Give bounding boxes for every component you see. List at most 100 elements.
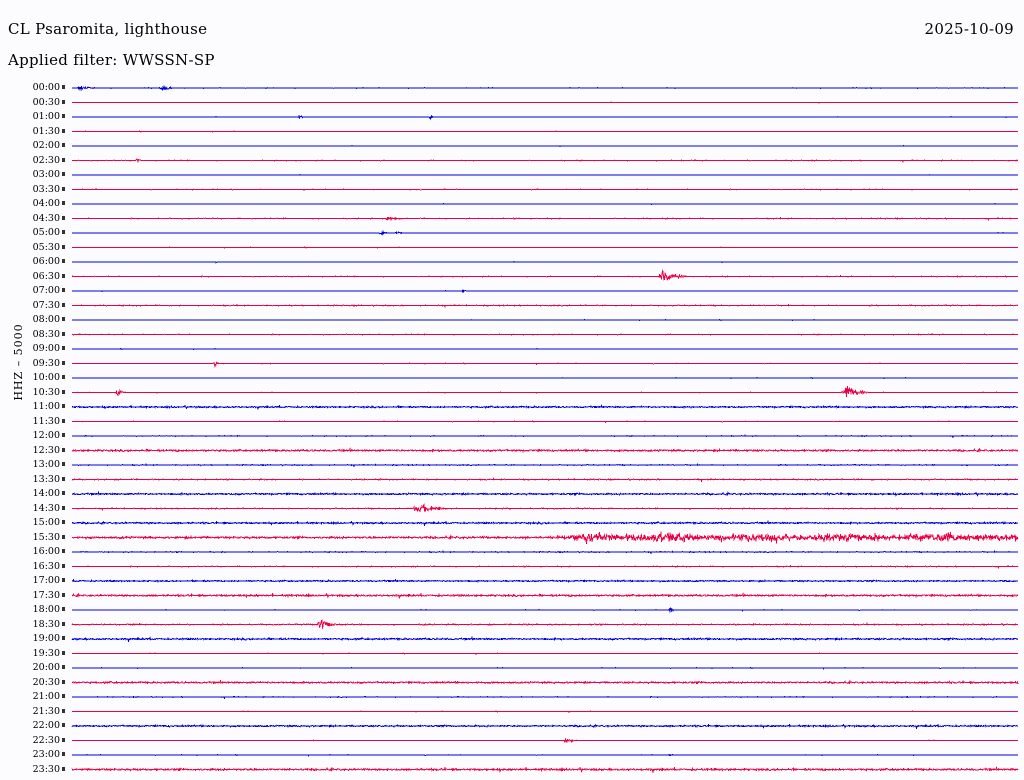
time-row-label: 12:30 bbox=[32, 444, 60, 456]
row-tick-mark bbox=[62, 708, 65, 713]
row-tick-mark bbox=[62, 157, 65, 162]
trace-line bbox=[71, 289, 1019, 294]
time-row-label: 22:30 bbox=[32, 734, 60, 746]
trace-line bbox=[71, 695, 1019, 700]
trace-line bbox=[71, 679, 1019, 685]
row-tick-mark bbox=[62, 578, 65, 582]
time-row-label: 07:30 bbox=[32, 299, 60, 311]
row-tick-mark bbox=[62, 491, 65, 495]
trace-line bbox=[71, 578, 1019, 583]
time-row-label: 06:30 bbox=[32, 270, 60, 282]
time-row-label: 23:30 bbox=[32, 763, 60, 775]
time-row-label: 20:00 bbox=[32, 662, 60, 673]
trace-line bbox=[71, 666, 1019, 670]
trace-line bbox=[71, 303, 1019, 309]
time-row-label: 08:30 bbox=[32, 328, 60, 340]
row-tick-mark bbox=[62, 607, 65, 611]
row-tick-mark bbox=[62, 360, 65, 365]
row-tick-mark bbox=[62, 143, 65, 147]
row-tick-mark bbox=[62, 433, 65, 437]
time-row-label: 03:00 bbox=[32, 169, 60, 180]
trace-line bbox=[71, 85, 1019, 92]
trace-line bbox=[71, 591, 1019, 599]
page-title: CL Psaromita, lighthouse bbox=[8, 20, 208, 38]
trace-line bbox=[71, 607, 1019, 613]
trace-line bbox=[71, 385, 1019, 397]
time-row-label: 02:00 bbox=[32, 140, 60, 151]
trace-line bbox=[71, 619, 1019, 629]
time-row-label: 09:00 bbox=[32, 343, 60, 354]
row-tick-mark bbox=[62, 302, 65, 307]
row-tick-mark bbox=[62, 317, 65, 321]
trace-line bbox=[71, 477, 1019, 483]
trace-line bbox=[71, 318, 1019, 322]
trace-line bbox=[71, 332, 1019, 336]
trace-line bbox=[71, 361, 1019, 369]
time-row-label: 04:00 bbox=[32, 198, 60, 209]
trace-line bbox=[71, 549, 1019, 555]
trace-line bbox=[71, 187, 1019, 192]
trace-line bbox=[71, 519, 1019, 526]
time-row-label: 07:00 bbox=[32, 285, 60, 296]
time-row-label: 15:30 bbox=[32, 531, 60, 543]
trace-line bbox=[71, 723, 1019, 729]
time-row-label: 14:00 bbox=[32, 488, 60, 499]
time-row-label: 10:00 bbox=[32, 372, 60, 383]
time-row-label: 21:30 bbox=[32, 705, 60, 717]
row-tick-mark bbox=[62, 418, 65, 423]
row-tick-mark bbox=[62, 259, 65, 263]
time-row-label: 02:30 bbox=[32, 154, 60, 166]
time-row-label: 00:30 bbox=[32, 96, 60, 108]
trace-line bbox=[71, 376, 1019, 380]
time-row-label: 18:00 bbox=[32, 604, 60, 615]
trace-line bbox=[71, 403, 1019, 410]
row-tick-mark bbox=[62, 244, 65, 249]
trace-line bbox=[71, 564, 1019, 570]
trace-line bbox=[71, 462, 1019, 468]
row-tick-mark bbox=[62, 389, 65, 394]
time-row-label: 23:00 bbox=[32, 749, 60, 760]
time-row-label: 01:30 bbox=[32, 125, 60, 137]
time-row-label: 06:00 bbox=[32, 256, 60, 267]
time-row-label: 00:00 bbox=[32, 82, 60, 93]
time-row-label: 22:00 bbox=[32, 720, 60, 731]
row-tick-mark bbox=[62, 621, 65, 626]
row-tick-mark bbox=[62, 723, 65, 727]
row-tick-mark bbox=[62, 665, 65, 669]
row-tick-mark bbox=[62, 375, 65, 379]
trace-line bbox=[71, 114, 1019, 121]
time-row-label: 05:30 bbox=[32, 241, 60, 253]
trace-line bbox=[71, 269, 1019, 281]
row-tick-mark bbox=[62, 563, 65, 568]
row-tick-mark bbox=[62, 288, 65, 292]
row-tick-mark bbox=[62, 549, 65, 553]
row-tick-mark bbox=[62, 636, 65, 640]
row-tick-mark bbox=[62, 592, 65, 597]
trace-line bbox=[71, 158, 1019, 164]
time-row-label: 11:00 bbox=[32, 401, 60, 412]
row-tick-mark bbox=[62, 99, 65, 104]
row-tick-mark bbox=[62, 273, 65, 278]
row-tick-mark bbox=[62, 230, 65, 234]
row-tick-mark bbox=[62, 331, 65, 336]
time-row-label: 19:30 bbox=[32, 647, 60, 659]
trace-line bbox=[71, 144, 1019, 148]
time-row-label: 11:30 bbox=[32, 415, 60, 427]
trace-line bbox=[71, 230, 1019, 236]
row-tick-mark bbox=[62, 186, 65, 191]
time-row-label: 01:00 bbox=[32, 111, 60, 122]
row-tick-mark bbox=[62, 650, 65, 655]
time-row-label: 16:00 bbox=[32, 546, 60, 557]
row-tick-mark bbox=[62, 462, 65, 466]
row-tick-mark bbox=[62, 201, 65, 205]
time-row-label: 04:30 bbox=[32, 212, 60, 224]
trace-line bbox=[71, 101, 1019, 104]
time-row-label: 12:00 bbox=[32, 430, 60, 441]
trace-line bbox=[71, 434, 1019, 439]
trace-line bbox=[71, 635, 1019, 642]
trace-line bbox=[71, 531, 1019, 544]
time-row-label: 10:30 bbox=[32, 386, 60, 398]
time-row-label: 17:00 bbox=[32, 575, 60, 586]
row-tick-mark bbox=[62, 694, 65, 698]
